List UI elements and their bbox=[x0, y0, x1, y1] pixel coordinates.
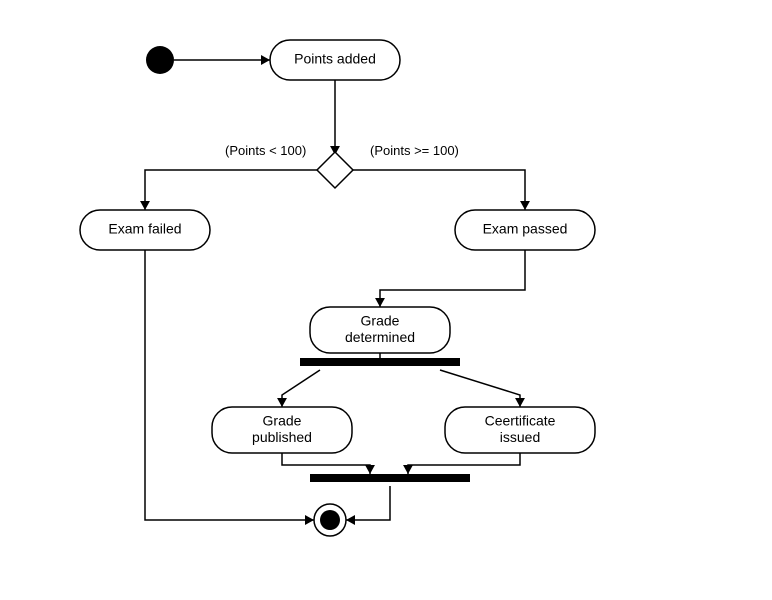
guard-e_dec_passed: (Points >= 100) bbox=[370, 143, 459, 158]
canvas-bg bbox=[0, 0, 772, 600]
final-node bbox=[320, 510, 340, 530]
label-exam_passed: Exam passed bbox=[483, 221, 568, 237]
label-exam_failed: Exam failed bbox=[108, 221, 181, 237]
activity-diagram: (Points < 100) (Points >= 100) Points adde… bbox=[0, 0, 772, 600]
fork-bar bbox=[300, 358, 460, 366]
initial-node bbox=[146, 46, 174, 74]
label-grade_determined-l0: Grade bbox=[361, 313, 400, 329]
label-grade_determined-l1: determined bbox=[345, 329, 415, 345]
label-cert_issued-l0: Ceertificate bbox=[485, 413, 556, 429]
guard-e_dec_failed: (Points < 100) bbox=[225, 143, 306, 158]
label-points_added: Points added bbox=[294, 51, 376, 67]
join-bar bbox=[310, 474, 470, 482]
label-grade_published-l1: published bbox=[252, 429, 312, 445]
label-cert_issued-l1: issued bbox=[500, 429, 540, 445]
label-grade_published-l0: Grade bbox=[263, 413, 302, 429]
